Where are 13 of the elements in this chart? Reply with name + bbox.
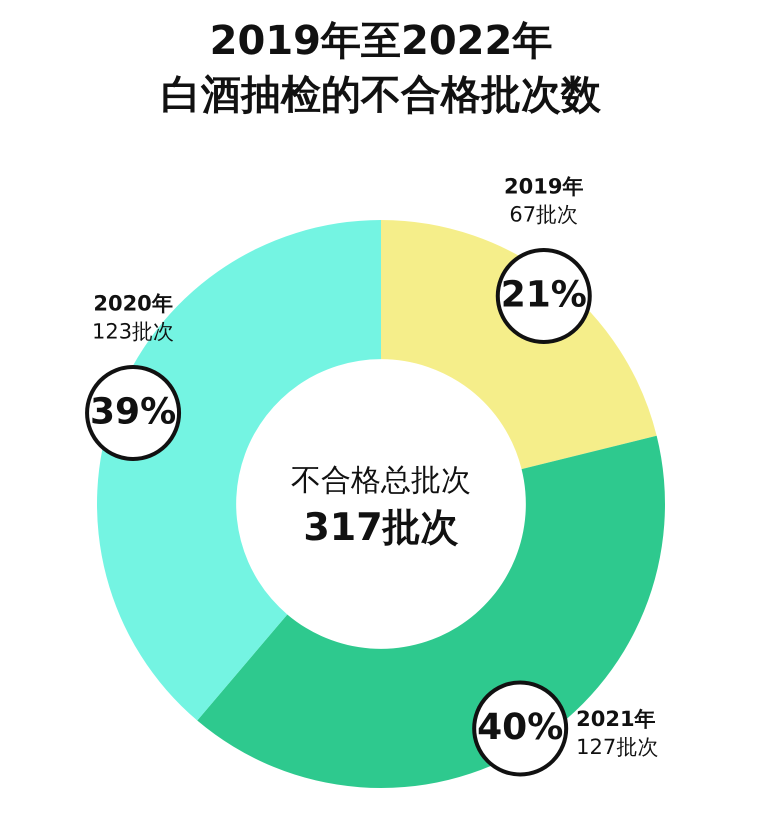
- text: 21%: [500, 274, 587, 316]
- data-label: 127批次: [576, 734, 658, 759]
- text: 39%: [90, 391, 176, 432]
- text: 40%: [477, 706, 564, 748]
- data-label: 67批次: [509, 202, 578, 226]
- text: 317批次: [303, 504, 459, 549]
- text: 不合格总批次: [291, 462, 471, 498]
- slice-label: 2019年: [504, 174, 584, 198]
- chart-subtitle: 白酒抽检的不合格批次数: [160, 71, 602, 120]
- slice-label: 2021年: [576, 706, 656, 731]
- slice-label: 2020年: [93, 291, 173, 316]
- data-label: 123批次: [92, 319, 174, 344]
- chart-title: 2019年至2022年: [208, 17, 554, 66]
